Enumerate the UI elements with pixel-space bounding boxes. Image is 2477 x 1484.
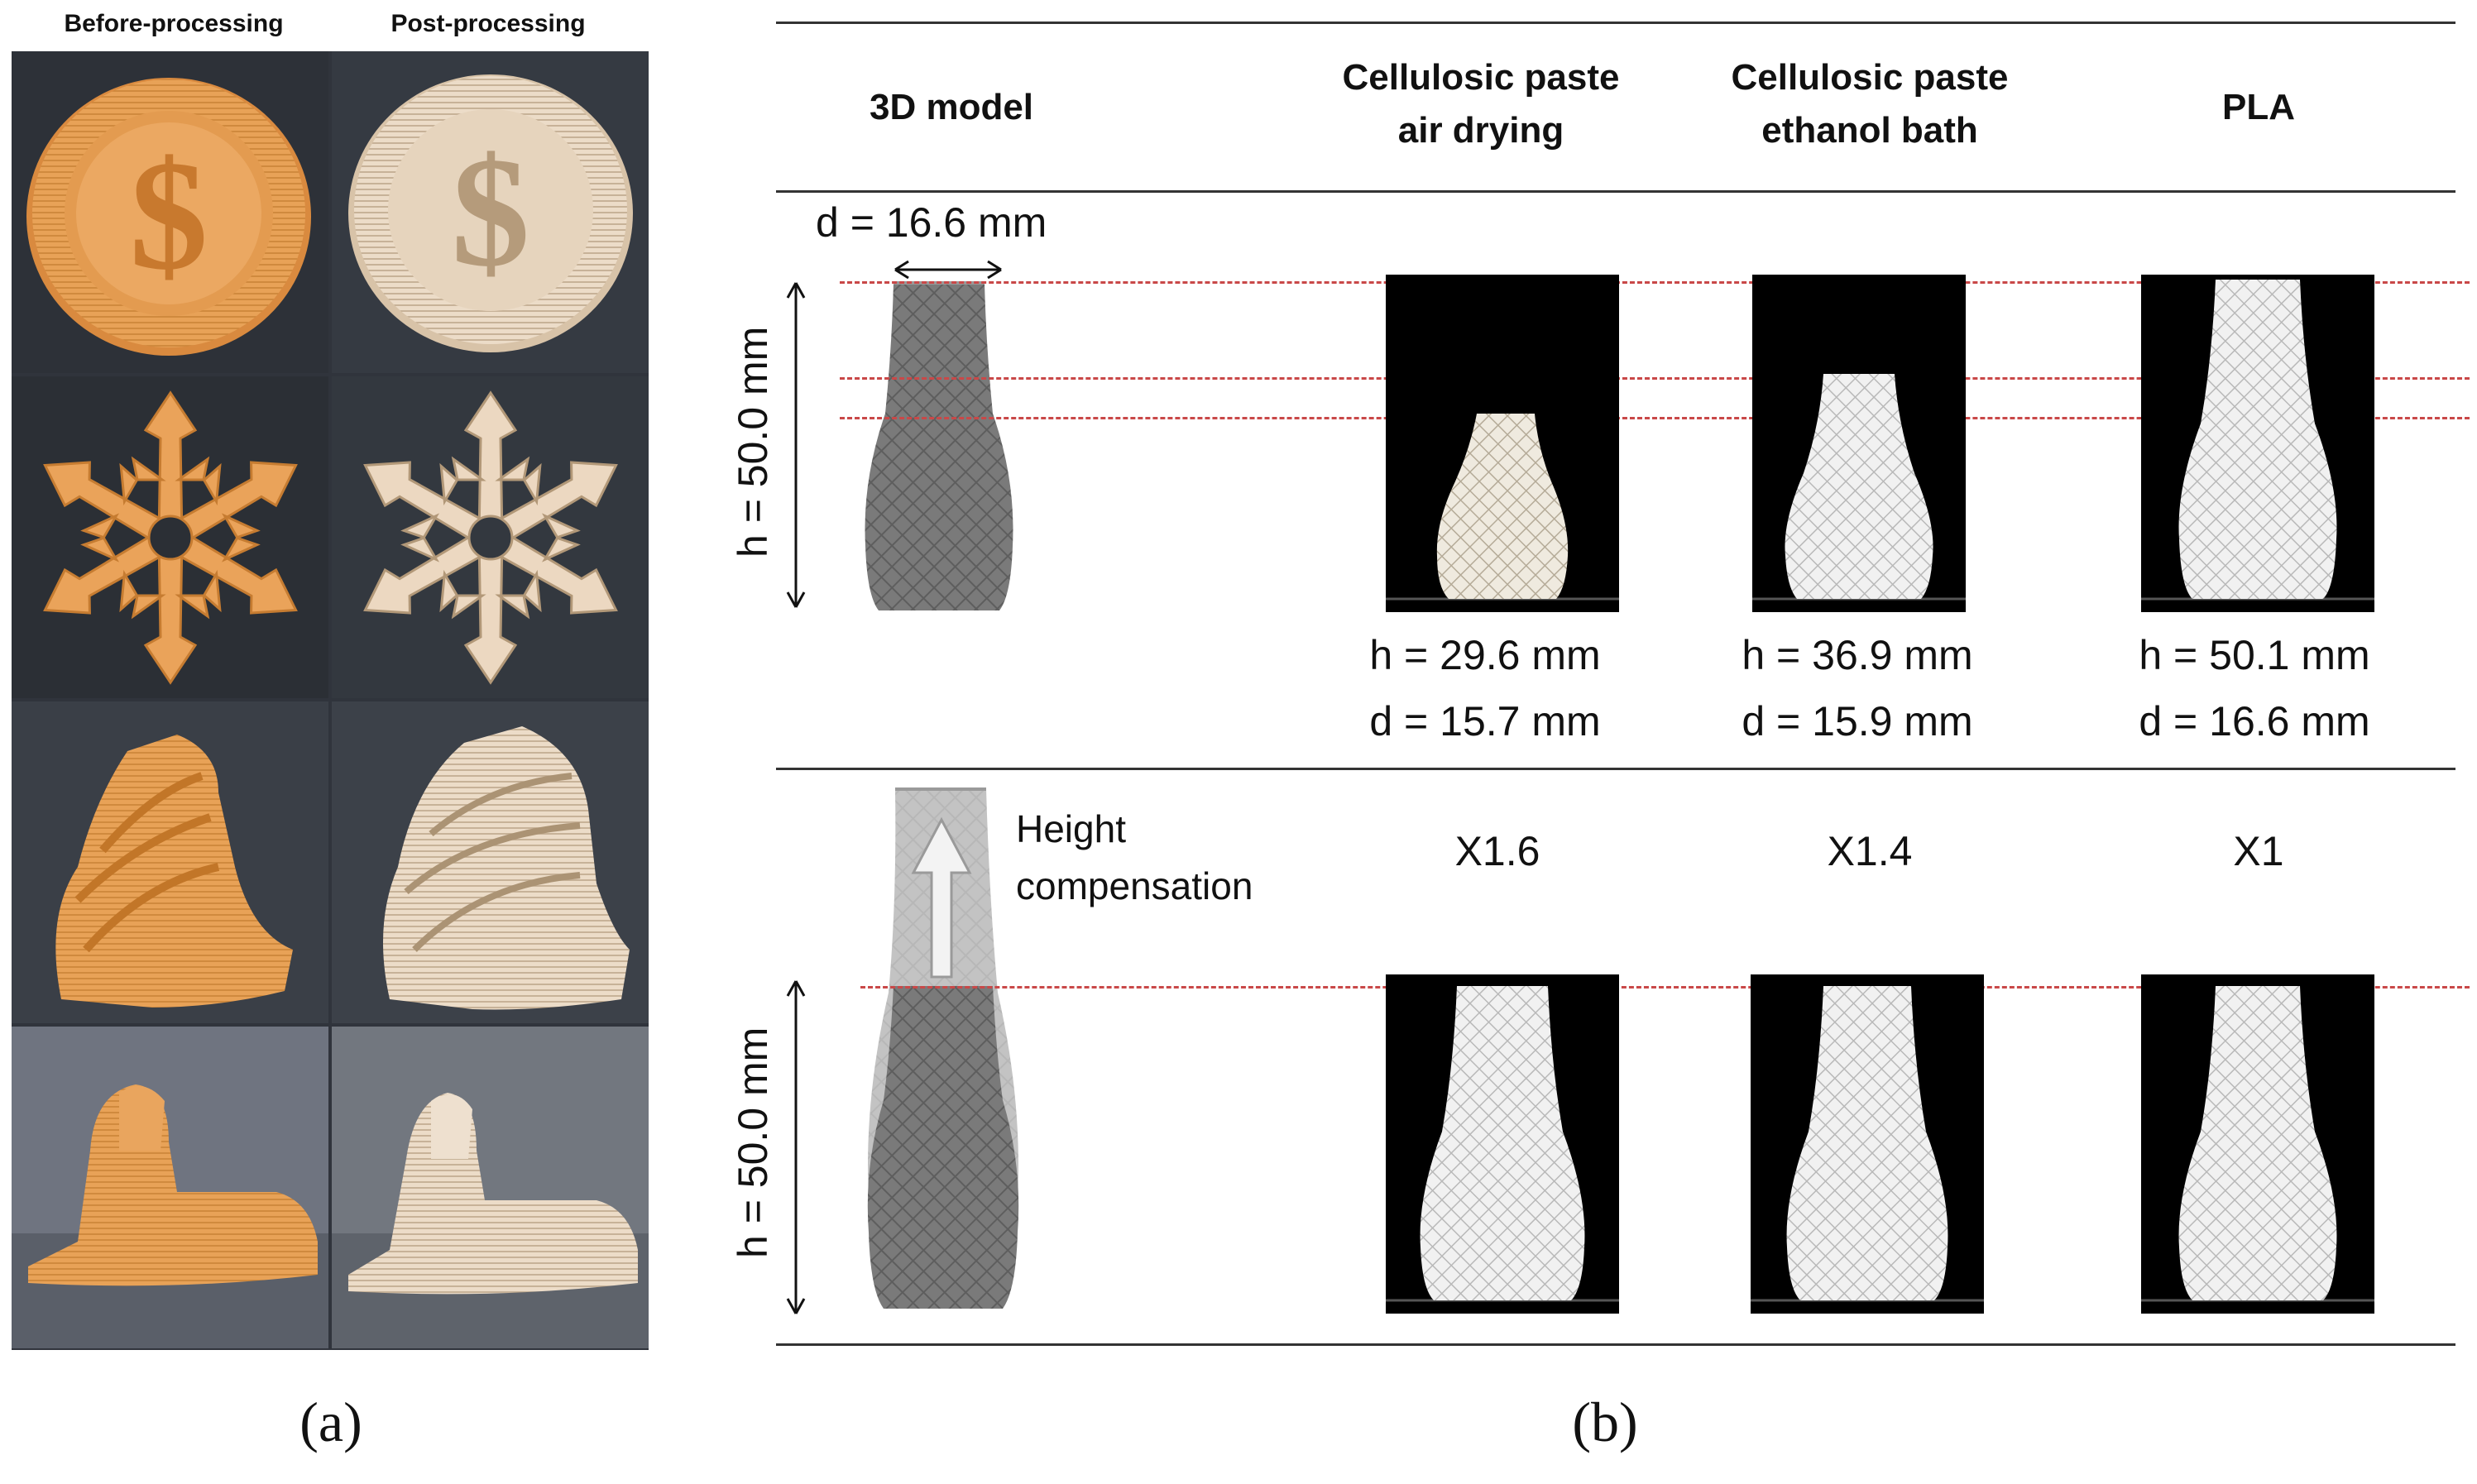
ethanol-bath-measurements: h = 36.9 mm d = 15.9 mm bbox=[1742, 632, 1973, 744]
ethanol-bath-photo-top bbox=[1752, 275, 1966, 612]
table-rule-bottom bbox=[776, 1343, 2455, 1346]
header-air-drying: Cellulosic paste air drying bbox=[1342, 57, 1620, 151]
snowflake-after-photo bbox=[332, 376, 649, 698]
model-height-label-bottom: h = 50.0 mm bbox=[730, 1027, 776, 1258]
coin-after-photo: $ bbox=[332, 51, 649, 373]
pla-measurements: h = 50.1 mm d = 16.6 mm bbox=[2139, 632, 2370, 744]
panel-a-photo-grid: $ $ bbox=[12, 51, 649, 1350]
before-processing-header: Before-processing bbox=[64, 10, 284, 37]
table-rule-middle bbox=[776, 768, 2455, 770]
post-processing-header: Post-processing bbox=[390, 10, 586, 37]
spiral-after-photo bbox=[332, 701, 649, 1023]
height-compensation-label: Height compensation bbox=[1016, 807, 1253, 907]
ethanol-bath-photo-bottom bbox=[1751, 974, 1984, 1314]
sphinx-after-photo bbox=[332, 1027, 649, 1348]
dashed-ref-line-29 bbox=[840, 417, 2470, 419]
svg-text:$: $ bbox=[130, 129, 208, 303]
table-rule-header bbox=[776, 190, 2455, 193]
dashed-ref-line-50 bbox=[840, 281, 2470, 284]
air-drying-photo-bottom bbox=[1386, 974, 1619, 1314]
snowflake-before-photo bbox=[12, 376, 328, 698]
air-drying-measurements: h = 29.6 mm d = 15.7 mm bbox=[1369, 632, 1601, 744]
air-drying-factor: X1.6 bbox=[1454, 828, 1540, 874]
sphinx-before-photo bbox=[12, 1027, 328, 1348]
dashed-ref-line-36 bbox=[840, 377, 2470, 380]
pla-factor: X1 bbox=[2233, 828, 2284, 874]
header-ethanol-bath: Cellulosic paste ethanol bath bbox=[1731, 57, 2009, 151]
model-diameter-label: d = 16.6 mm bbox=[816, 199, 1047, 246]
pla-photo-top bbox=[2141, 275, 2374, 612]
header-3d-model: 3D model bbox=[869, 87, 1034, 127]
spiral-before-photo bbox=[12, 701, 328, 1023]
diameter-arrow bbox=[894, 260, 1002, 280]
height-arrow-top bbox=[786, 282, 806, 608]
height-compensation-arrow-icon bbox=[911, 816, 972, 979]
svg-text:$: $ bbox=[452, 126, 530, 299]
pla-photo-bottom bbox=[2141, 974, 2374, 1314]
model-height-label-top: h = 50.0 mm bbox=[730, 326, 776, 558]
table-rule-top bbox=[776, 22, 2455, 24]
header-pla: PLA bbox=[2222, 87, 2295, 127]
coin-before-photo: $ bbox=[12, 51, 328, 373]
height-arrow-bottom bbox=[786, 980, 806, 1314]
vase-model-compensated bbox=[867, 787, 1019, 1309]
panel-b-label: (b) bbox=[1572, 1391, 1638, 1453]
dashed-ref-line-compensated bbox=[860, 986, 2470, 989]
panel-a-label: (a) bbox=[299, 1391, 362, 1453]
vase-model-top bbox=[865, 281, 1013, 610]
air-drying-photo-top bbox=[1386, 275, 1619, 612]
ethanol-bath-factor: X1.4 bbox=[1827, 828, 1913, 874]
